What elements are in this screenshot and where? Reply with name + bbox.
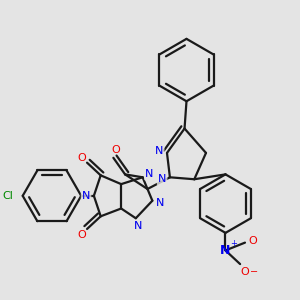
Text: N: N xyxy=(145,169,154,179)
Text: O: O xyxy=(78,230,86,240)
Text: N: N xyxy=(158,174,166,184)
Text: N: N xyxy=(158,174,166,184)
Text: N: N xyxy=(145,169,154,179)
Text: N: N xyxy=(134,221,142,231)
Text: O: O xyxy=(248,236,257,246)
Text: N: N xyxy=(156,198,164,208)
Text: O: O xyxy=(241,267,249,277)
Text: N: N xyxy=(156,198,164,208)
Text: N: N xyxy=(155,146,164,156)
Text: N: N xyxy=(134,221,142,231)
Text: N: N xyxy=(82,191,90,201)
Text: Cl: Cl xyxy=(2,191,13,201)
Text: N: N xyxy=(220,244,231,257)
Text: N: N xyxy=(82,191,90,201)
Text: O: O xyxy=(78,153,86,163)
Text: N: N xyxy=(155,146,164,156)
Text: −: − xyxy=(250,267,258,277)
Text: +: + xyxy=(230,239,237,248)
Text: O: O xyxy=(111,145,120,155)
